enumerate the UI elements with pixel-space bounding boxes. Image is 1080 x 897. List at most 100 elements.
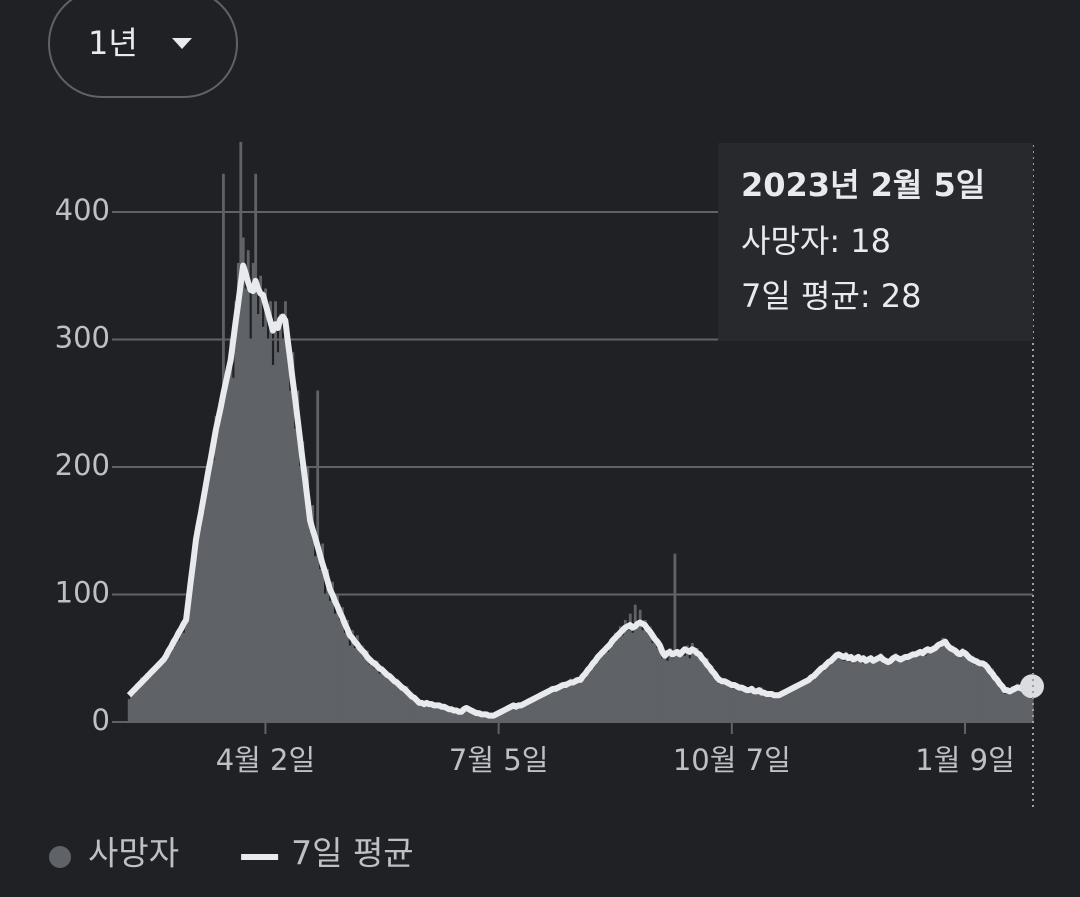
bar bbox=[509, 706, 513, 722]
bar bbox=[346, 620, 349, 722]
bar bbox=[465, 706, 468, 722]
bar bbox=[162, 662, 166, 722]
bar bbox=[576, 682, 580, 722]
bar bbox=[1008, 693, 1012, 722]
bar bbox=[805, 678, 808, 722]
bar bbox=[621, 635, 625, 722]
bar bbox=[529, 697, 533, 722]
legend: 사망자 7일 평균 bbox=[49, 834, 414, 873]
bar bbox=[296, 390, 300, 722]
bar bbox=[738, 690, 741, 722]
bar bbox=[894, 653, 898, 722]
bar bbox=[785, 688, 788, 722]
bar bbox=[673, 553, 677, 722]
bar bbox=[599, 650, 602, 722]
bar bbox=[725, 679, 729, 722]
bar bbox=[254, 173, 258, 722]
bar bbox=[755, 688, 759, 722]
bar bbox=[135, 683, 138, 722]
bar bbox=[827, 665, 831, 722]
bar bbox=[487, 716, 491, 722]
bar bbox=[628, 613, 632, 722]
bar bbox=[504, 707, 508, 722]
dropdown-caret[interactable] bbox=[172, 38, 192, 49]
bar bbox=[668, 648, 672, 722]
bar bbox=[871, 663, 875, 722]
line bbox=[126, 262, 1033, 719]
bar bbox=[482, 715, 486, 722]
bar bbox=[690, 642, 694, 722]
bar bbox=[385, 671, 389, 722]
bar bbox=[554, 685, 558, 722]
bar bbox=[336, 594, 339, 722]
bar bbox=[427, 705, 431, 722]
bar bbox=[236, 263, 240, 722]
bar bbox=[447, 710, 451, 722]
bar bbox=[1013, 691, 1017, 722]
button-label[interactable]: 1년 bbox=[88, 24, 138, 62]
bar bbox=[921, 649, 925, 722]
bar bbox=[797, 687, 801, 722]
bar bbox=[425, 701, 429, 722]
bar bbox=[715, 673, 719, 722]
bar bbox=[261, 326, 265, 722]
bar bbox=[547, 693, 550, 722]
bar bbox=[569, 678, 573, 722]
bar bbox=[450, 707, 454, 722]
x-tick-label: 10월 7일 bbox=[673, 743, 791, 777]
legend-swatch bbox=[49, 846, 71, 868]
bar bbox=[631, 632, 635, 722]
bar bbox=[298, 467, 302, 722]
bar bbox=[998, 686, 1002, 722]
button-outline[interactable] bbox=[48, 0, 238, 98]
bar bbox=[943, 644, 947, 722]
bar bbox=[924, 655, 927, 722]
bar bbox=[403, 691, 406, 722]
bar bbox=[601, 655, 605, 722]
bar bbox=[276, 352, 280, 722]
bar bbox=[321, 543, 325, 722]
bar bbox=[338, 620, 342, 722]
bar bbox=[829, 658, 833, 722]
bar bbox=[899, 656, 903, 722]
bar bbox=[551, 691, 555, 722]
bar bbox=[341, 607, 344, 722]
bar bbox=[941, 637, 945, 722]
bar bbox=[623, 620, 627, 722]
bar bbox=[539, 692, 543, 722]
bar bbox=[814, 671, 818, 722]
bar bbox=[480, 713, 483, 722]
bar bbox=[455, 709, 459, 722]
bar bbox=[710, 665, 714, 722]
bar bbox=[549, 686, 553, 722]
bar bbox=[906, 654, 910, 722]
bar bbox=[929, 651, 932, 722]
bar bbox=[1010, 686, 1014, 722]
range-button[interactable]: 1년 bbox=[48, 0, 238, 98]
bar bbox=[849, 654, 853, 722]
y-tick-label: 100 bbox=[55, 576, 110, 610]
legend-label: 7일 평균 bbox=[291, 834, 414, 873]
bar bbox=[184, 614, 188, 722]
bar bbox=[187, 607, 191, 722]
y-tick-label: 300 bbox=[55, 321, 110, 355]
bar bbox=[559, 682, 563, 722]
bar bbox=[147, 676, 151, 722]
bar bbox=[874, 658, 878, 722]
bar bbox=[574, 677, 578, 722]
bar bbox=[457, 713, 461, 722]
bar bbox=[606, 651, 610, 722]
bar bbox=[437, 706, 441, 722]
bar bbox=[844, 651, 848, 722]
bar bbox=[207, 479, 210, 722]
bar bbox=[879, 653, 883, 722]
bar bbox=[661, 658, 664, 722]
bar bbox=[150, 668, 153, 722]
bar bbox=[514, 705, 518, 722]
bar bbox=[713, 676, 717, 722]
bar bbox=[616, 639, 620, 722]
bar bbox=[919, 654, 922, 722]
bar bbox=[561, 687, 565, 722]
bar bbox=[137, 687, 141, 722]
